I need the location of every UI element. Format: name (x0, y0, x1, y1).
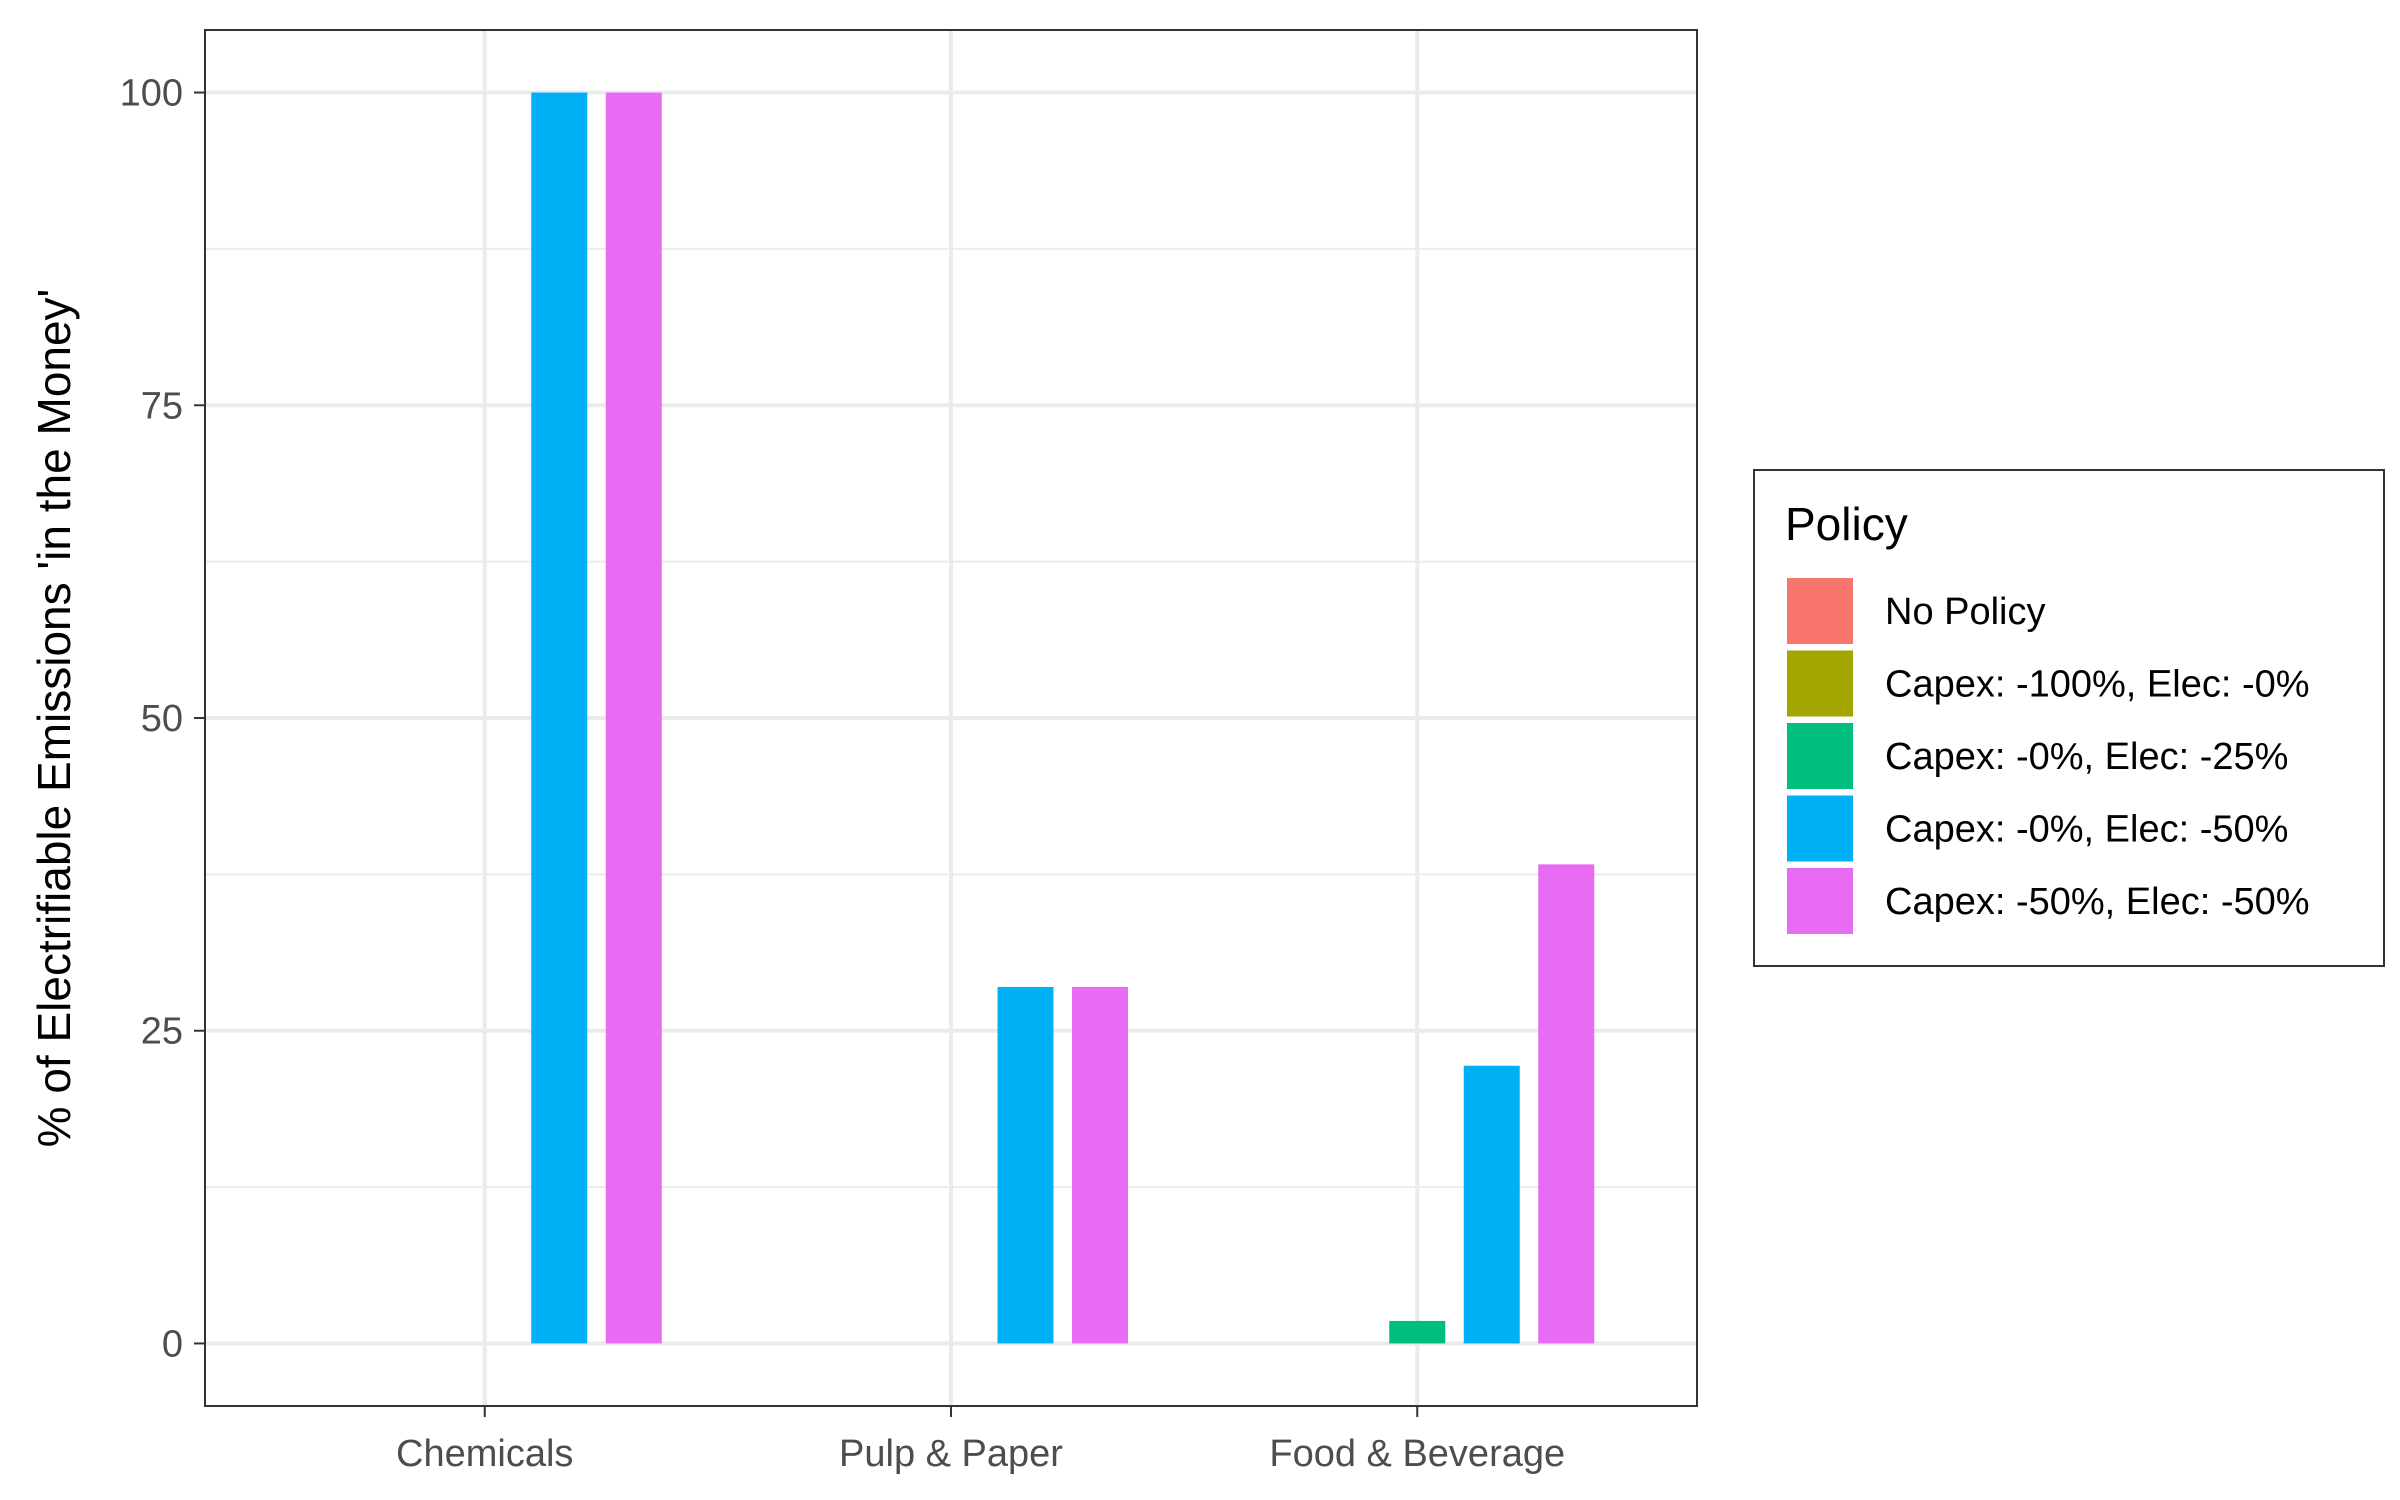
x-tick-label: Pulp & Paper (839, 1433, 1063, 1475)
legend-label: Capex: -0%, Elec: -25% (1885, 736, 2288, 778)
legend-box (1753, 469, 2385, 967)
bar (1538, 864, 1595, 1344)
legend-key (1787, 650, 1853, 717)
legend-items: No Policy Capex: -100%, Elec: -0% Capex: -… (1787, 578, 2310, 934)
grid (205, 30, 1697, 1406)
bar (997, 986, 1054, 1344)
y-tick-label: 75 (141, 385, 183, 427)
legend-label: Capex: -100%, Elec: -0% (1885, 664, 2310, 706)
bar (605, 92, 662, 1344)
legend-key (1787, 723, 1853, 789)
y-axis-title: % of Electrifiable Emissions 'in the Mon… (28, 289, 80, 1148)
y-axis: 0 25 50 75 100 (120, 73, 205, 1365)
bar (531, 92, 588, 1344)
legend-key (1787, 578, 1853, 644)
legend-label: Capex: -50%, Elec: -50% (1885, 881, 2310, 923)
bar (1463, 1065, 1520, 1344)
x-tick-label: Food & Beverage (1269, 1433, 1565, 1475)
legend-key (1787, 868, 1853, 934)
x-tick-label: Chemicals (396, 1433, 573, 1475)
bar (1389, 1320, 1446, 1344)
legend-key (1787, 795, 1853, 862)
x-axis: Chemicals Pulp & Paper Food & Beverage (396, 1406, 1565, 1475)
bars (531, 92, 1595, 1344)
bar (1072, 986, 1128, 1344)
legend: Policy No Policy Capex: -100%, Elec: -0% C… (1753, 469, 2385, 967)
y-tick-label: 25 (141, 1011, 183, 1053)
y-tick-label: 0 (162, 1323, 183, 1365)
legend-title: Policy (1785, 498, 1908, 550)
y-tick-label: 50 (141, 698, 183, 740)
legend-label: No Policy (1885, 591, 2046, 633)
legend-label: Capex: -0%, Elec: -50% (1885, 809, 2288, 851)
y-tick-label: 100 (120, 73, 183, 115)
